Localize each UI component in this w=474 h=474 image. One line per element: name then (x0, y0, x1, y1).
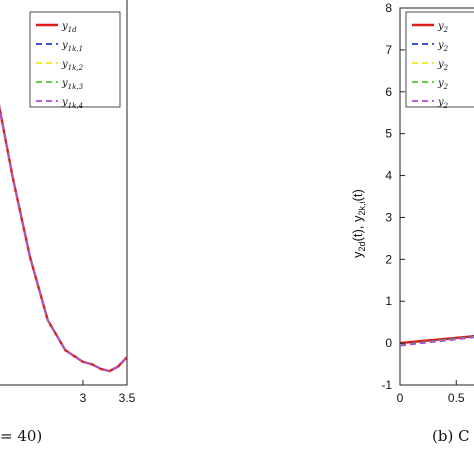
left-series-line-0 (0, 103, 128, 373)
left-legend-label: y1d (61, 21, 77, 34)
left-plot-frame (0, 0, 128, 386)
right-x-tick-label: 0 (397, 391, 404, 405)
left-legend-label: y1k,2 (61, 59, 84, 72)
right-plot-frame (399, 7, 474, 386)
right-y-tick-label: -1 (381, 378, 392, 392)
right-y-tick-label: 7 (385, 43, 392, 57)
left-x-ticks: 3 3.5 (80, 380, 136, 405)
left-caption: = 40) (0, 427, 42, 445)
right-y-tick-label: 3 (385, 210, 392, 224)
right-y-tick-label: 5 (385, 127, 392, 141)
right-y-tick-label: 1 (385, 294, 392, 308)
left-series-line-1 (0, 105, 128, 373)
left-legend: y1d y1k,1 y1k,2 y1k,3 y1k,4 (29, 11, 121, 110)
right-caption: (b) C (432, 427, 470, 445)
right-legend-label: y2 (437, 40, 449, 53)
right-y-ticks: -1 0 1 2 3 4 5 6 7 8 (381, 1, 405, 392)
left-x-tick-label: 3.5 (119, 391, 136, 405)
left-legend-label: y1k,3 (61, 78, 84, 91)
left-series-line-2 (0, 105, 128, 373)
right-x-tick-label: 0.5 (448, 391, 465, 405)
left-legend-label: y1k,1 (61, 40, 83, 53)
left-series-line-3 (0, 105, 128, 373)
left-series-lines (0, 103, 128, 373)
right-y-tick-label: 0 (385, 336, 392, 350)
right-y-axis-label: y2d(t), y2k,i(t) (350, 189, 367, 258)
right-y-tick-label: 2 (385, 252, 392, 266)
right-legend-label: y2 (437, 97, 449, 110)
right-legend-label: y2 (437, 59, 449, 72)
right-y-tick-label: 8 (385, 1, 392, 15)
left-x-tick-label: 3 (80, 391, 87, 405)
left-legend-box (29, 11, 121, 108)
right-y-tick-label: 6 (385, 85, 392, 99)
right-series-lines (399, 334, 474, 347)
left-legend-label: y1k,4 (61, 97, 83, 110)
right-legend-label: y2 (437, 21, 449, 34)
right-legend-label: y2 (437, 78, 449, 91)
right-series-line-4 (399, 336, 474, 347)
left-series-line-4 (0, 105, 128, 373)
right-legend: y2 y2 y2 y2 y2 (405, 11, 474, 110)
right-legend-box (405, 11, 474, 108)
right-x-ticks: 0 0.5 (397, 380, 465, 405)
right-y-tick-label: 4 (385, 169, 392, 183)
